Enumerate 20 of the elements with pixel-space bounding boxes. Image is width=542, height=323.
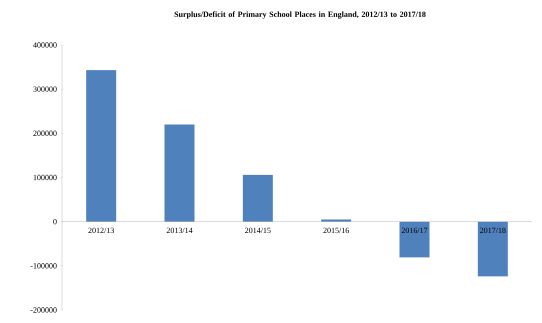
y-tick-label: 100000 — [34, 174, 57, 180]
bar — [242, 174, 273, 222]
y-tick-label: -200000 — [30, 307, 57, 313]
bar — [86, 70, 116, 222]
y-tick-label: 0 — [53, 218, 57, 224]
x-tick-label: 2016/17 — [402, 228, 428, 234]
x-tick-label: 2015/16 — [323, 228, 350, 234]
bar — [164, 124, 194, 222]
x-tick-label: 2017/18 — [480, 228, 506, 234]
y-tick-label: 400000 — [33, 42, 57, 48]
bar — [321, 219, 352, 222]
y-tick-label: -100000 — [30, 263, 57, 269]
x-tick-label: 2013/14 — [166, 228, 192, 234]
x-tick-label: 2012/13 — [88, 228, 114, 234]
chart-title: Surplus/Deficit of Primary School Places in England, 2012/13 to 2017/18 — [174, 11, 426, 19]
y-tick-label: 200000 — [33, 130, 57, 136]
bar — [478, 222, 508, 276]
bar — [399, 222, 430, 258]
x-tick-label: 2014/15 — [245, 228, 271, 234]
y-tick-label: 300000 — [33, 86, 57, 92]
